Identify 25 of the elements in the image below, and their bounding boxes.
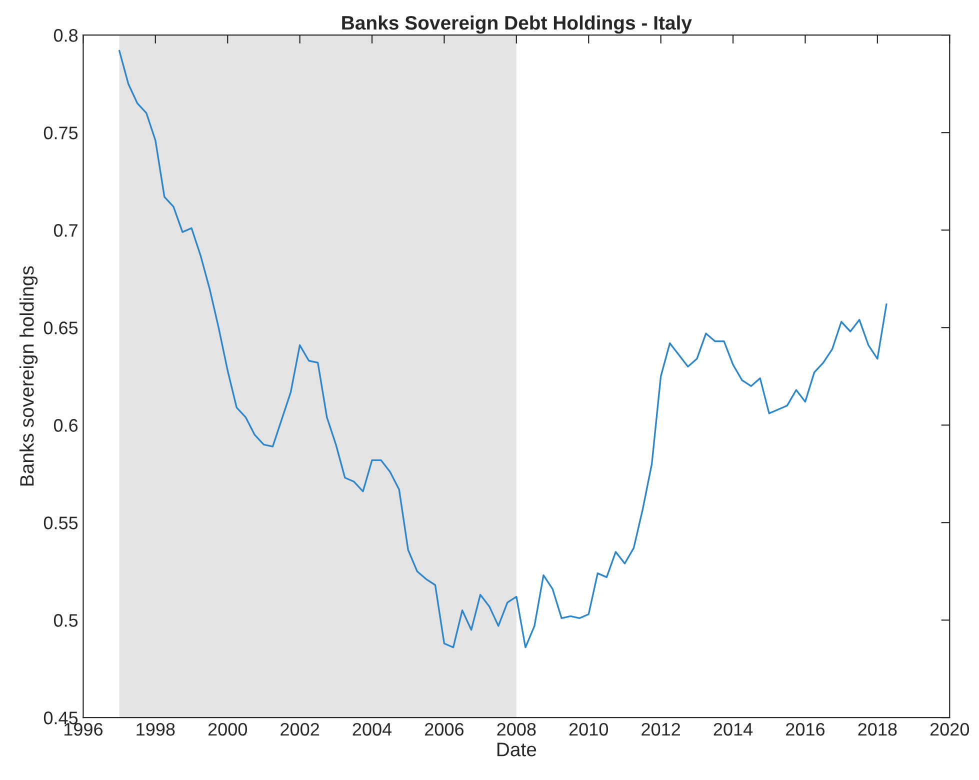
x-tick-label: 1998 bbox=[136, 722, 175, 736]
x-tick-label: 2004 bbox=[352, 722, 392, 736]
x-tick-label: 2002 bbox=[280, 722, 319, 736]
y-tick-label: 0.65 bbox=[44, 322, 78, 334]
x-axis-title: Date bbox=[497, 742, 536, 756]
x-tick-label: 2018 bbox=[858, 722, 897, 736]
y-tick-label: 0.8 bbox=[54, 29, 78, 42]
x-tick-label: 2000 bbox=[208, 722, 247, 736]
y-tick-label: 0.7 bbox=[54, 224, 78, 237]
x-tick-label: 2020 bbox=[930, 722, 970, 736]
y-tick-label: 0.5 bbox=[54, 614, 78, 627]
y-axis-title: Banks sovereign holdings bbox=[20, 266, 38, 486]
x-tick-label: 1996 bbox=[64, 722, 103, 736]
x-tick-label: 2008 bbox=[497, 722, 536, 736]
x-tick-label: 2016 bbox=[786, 722, 825, 736]
y-tick-label: 0.45 bbox=[44, 712, 78, 724]
x-tick-label: 2006 bbox=[425, 722, 464, 736]
y-tick-label: 0.6 bbox=[54, 419, 78, 432]
x-tick-label: 2014 bbox=[714, 722, 753, 736]
x-tick-label: 2010 bbox=[569, 722, 608, 736]
y-tick-label: 0.55 bbox=[44, 516, 78, 530]
chart-title: Banks Sovereign Debt Holdings - Italy bbox=[342, 15, 692, 34]
y-tick-label: 0.75 bbox=[44, 126, 78, 140]
line-series bbox=[118, 50, 888, 648]
x-tick-label: 2012 bbox=[642, 722, 680, 736]
